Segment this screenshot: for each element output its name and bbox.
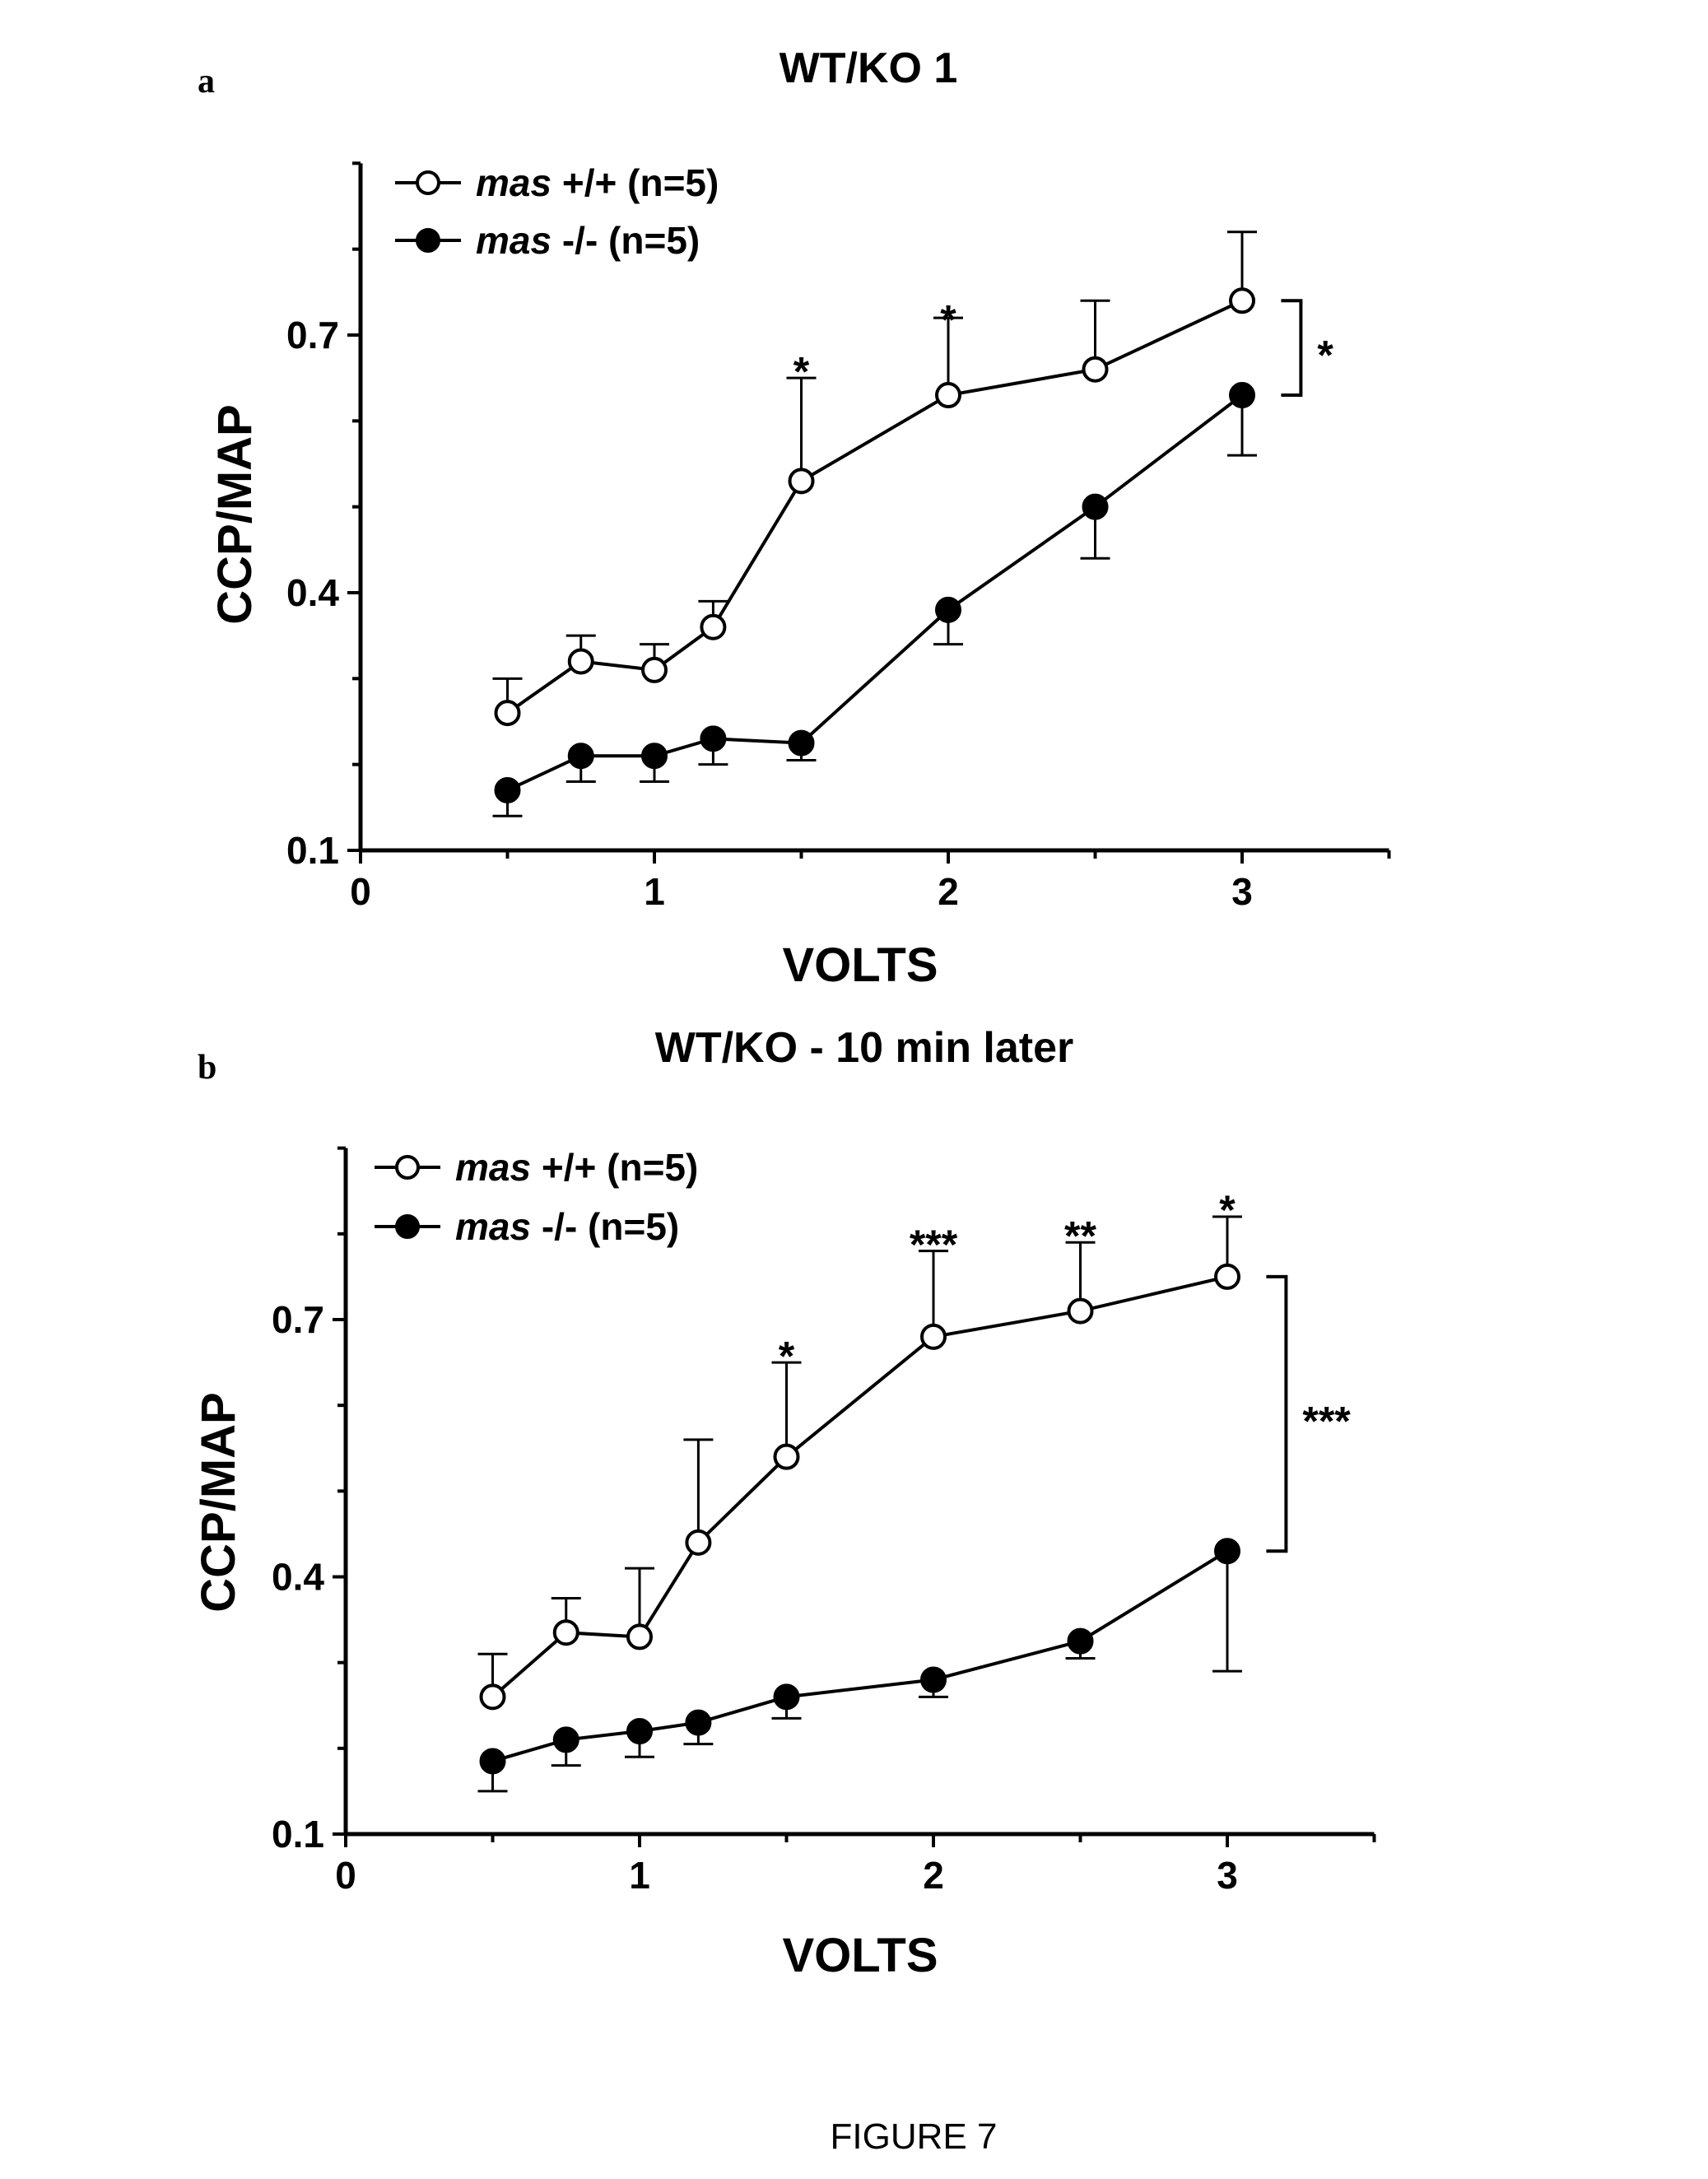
panel-b-significance-label: *	[1219, 1187, 1236, 1233]
panel-b-point-filled	[482, 1749, 505, 1772]
panel-a-letter: a	[198, 63, 215, 100]
panel-a-series-line-filled	[508, 395, 1243, 790]
panel-a-x-tick-label: 3	[1231, 870, 1253, 913]
panel-a-x-tick-label: 1	[644, 870, 665, 913]
panel-b-point-open	[555, 1621, 578, 1644]
panel-b-legend-marker-open	[397, 1157, 418, 1178]
panel-a-point-filled	[643, 744, 666, 767]
panel-a-legend-genotype: -/- (n=5)	[551, 219, 700, 262]
panel-a-point-filled	[790, 732, 813, 755]
panel-a-point-filled	[701, 727, 724, 750]
panel-b-point-filled	[628, 1720, 651, 1743]
panel-a-series-line-open	[508, 300, 1243, 713]
panel-a-y-tick-label: 0.7	[286, 314, 339, 356]
panel-b-point-filled	[922, 1669, 945, 1692]
panel-a-legend-marker-filled	[417, 230, 439, 251]
panel-b-point-open	[628, 1625, 651, 1648]
panel-b-legend-genotype: -/- (n=5)	[531, 1205, 679, 1248]
panel-a-title: WT/KO 1	[780, 44, 958, 92]
panel-b-point-filled	[1069, 1630, 1092, 1653]
panel-a-y-tick-label: 0.1	[286, 829, 339, 872]
panel-b-point-filled	[555, 1728, 578, 1751]
panel-b-series-line-open	[493, 1277, 1228, 1697]
panel-a-point-open	[1084, 358, 1107, 381]
panel-a-bracket-label: *	[1317, 333, 1333, 379]
panel-a-significance-label: *	[793, 348, 810, 394]
panel-b-point-open	[775, 1446, 798, 1469]
panel-b-x-tick-label: 3	[1217, 1854, 1238, 1897]
panel-b-xlabel: VOLTS	[782, 1929, 938, 1982]
panel-a-legend-marker-open	[417, 172, 439, 193]
panel-a-x-tick-label: 2	[938, 870, 959, 913]
panel-b-point-filled	[1216, 1539, 1239, 1562]
figure-canvas: a WT/KO 1 VOLTS CCP/MAP 0.10.40.70123***…	[0, 0, 1708, 2179]
panel-b-point-open	[686, 1531, 710, 1554]
panel-a-legend-genotype: +/+ (n=5)	[551, 161, 719, 204]
panel-a-point-open	[1231, 289, 1254, 312]
panel-b-point-open	[1216, 1265, 1239, 1288]
panel-b-series-line-filled	[493, 1551, 1228, 1761]
panel-b-legend-gene-name: mas	[455, 1205, 531, 1248]
panel-a-bracket	[1281, 300, 1301, 395]
panel-b-y-tick-label: 0.1	[272, 1813, 324, 1855]
panel-a-point-open	[790, 469, 813, 492]
panel-a-point-filled	[1231, 384, 1254, 407]
panel-a-point-open	[937, 384, 960, 407]
panel-a-significance-label: *	[940, 297, 956, 343]
panel-b-letter: b	[198, 1049, 216, 1087]
panel-b-point-open	[1069, 1300, 1092, 1323]
panel-b-plot: 0.10.40.70123**********mas +/+ (n=5)mas …	[272, 1146, 1374, 1897]
panel-a-ylabel: CCP/MAP	[208, 404, 262, 624]
panel-b-point-filled	[686, 1711, 710, 1734]
panel-a-point-filled	[937, 598, 960, 622]
panel-b-bracket	[1266, 1277, 1286, 1551]
panel-b-y-tick-label: 0.4	[272, 1556, 324, 1599]
panel-b-x-tick-label: 1	[629, 1854, 650, 1897]
panel-b-x-tick-label: 0	[335, 1854, 356, 1897]
panel-b-significance-label: *	[779, 1333, 795, 1379]
panel-a-point-filled	[1084, 496, 1107, 519]
panel-b-title: WT/KO - 10 min later	[655, 1024, 1074, 1072]
panel-b-y-tick-label: 0.7	[272, 1298, 324, 1341]
panel-b-point-open	[922, 1325, 945, 1348]
panel-a-point-open	[701, 616, 724, 639]
panel-b-significance-label: ***	[910, 1222, 958, 1268]
panel-a-x-tick-label: 0	[350, 870, 371, 913]
panel-b-legend-gene-name: mas	[455, 1146, 531, 1189]
panel-b-legend-marker-filled	[397, 1216, 418, 1237]
panel-a-point-filled	[496, 779, 519, 802]
panel-b-legend-genotype: +/+ (n=5)	[531, 1146, 698, 1189]
panel-a-xlabel: VOLTS	[782, 938, 938, 992]
panel-a-legend-label-filled: mas -/- (n=5)	[476, 219, 700, 262]
panel-b-legend-label-filled: mas -/- (n=5)	[455, 1205, 679, 1248]
panel-a-point-open	[643, 659, 666, 682]
panel-b-bracket-label: ***	[1302, 1399, 1351, 1445]
panel-b-significance-label: **	[1064, 1213, 1096, 1259]
panel-b-legend-label-open: mas +/+ (n=5)	[455, 1146, 698, 1189]
panel-a-y-tick-label: 0.4	[286, 571, 339, 614]
panel-b-ylabel: CCP/MAP	[192, 1392, 245, 1612]
panel-a-legend-label-open: mas +/+ (n=5)	[476, 161, 719, 204]
figure-caption: FIGURE 7	[831, 2116, 998, 2157]
panel-a-plot: 0.10.40.70123***mas +/+ (n=5)mas -/- (n=…	[286, 161, 1389, 913]
panel-b-x-tick-label: 2	[923, 1854, 944, 1897]
panel-a-point-open	[496, 701, 519, 724]
panel-a-legend-gene-name: mas	[476, 219, 551, 262]
panel-b-point-filled	[775, 1685, 798, 1708]
panel-b-point-open	[482, 1685, 505, 1708]
panel-a-legend-gene-name: mas	[476, 161, 551, 204]
panel-a-point-open	[570, 650, 593, 673]
panel-a-point-filled	[570, 744, 593, 767]
